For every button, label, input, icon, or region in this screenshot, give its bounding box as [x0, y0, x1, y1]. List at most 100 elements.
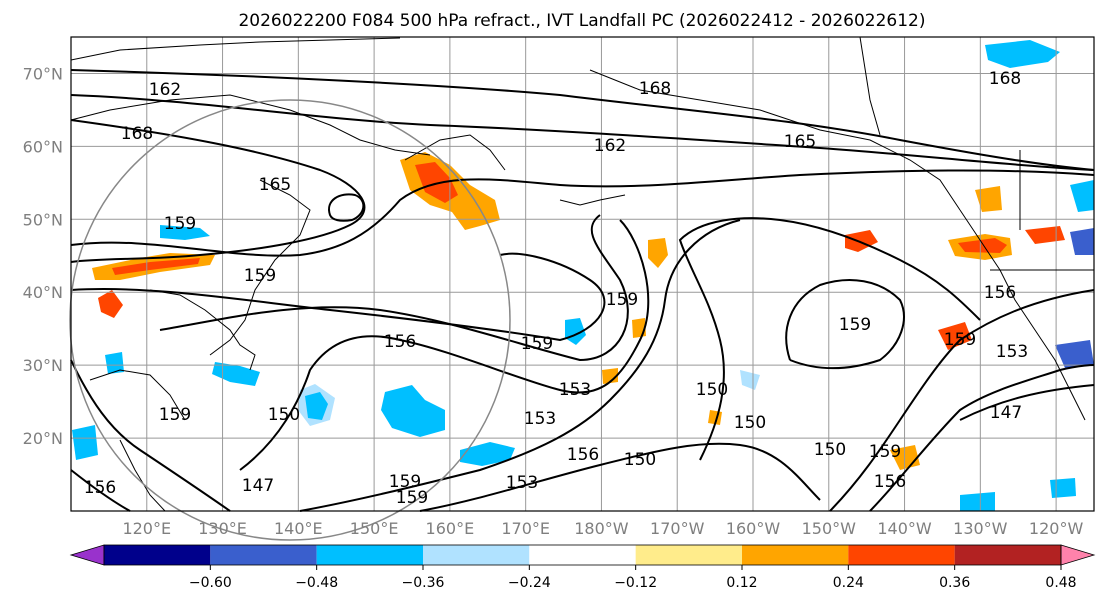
- colorbar-swatch: [954, 545, 1061, 565]
- colorbar-frame: [103, 544, 1062, 566]
- shade-patch: [1025, 226, 1065, 244]
- colorbar-swatch: [529, 545, 636, 565]
- contour-label: 150: [814, 440, 846, 460]
- shade-patch: [565, 318, 586, 345]
- contour-label: 153: [996, 342, 1028, 362]
- contour-label: 147: [990, 403, 1022, 423]
- refractivity-contours: [70, 69, 1095, 512]
- coastline: [404, 134, 506, 171]
- map-background: [71, 37, 1094, 511]
- contour-line: [869, 364, 1095, 512]
- shade-patch: [160, 225, 210, 240]
- colorbar-swatch: [104, 545, 211, 565]
- shade-patch: [648, 238, 668, 268]
- lon-tick-label: 130°E: [198, 519, 247, 538]
- contour-line: [159, 214, 629, 362]
- contour-label: 165: [259, 175, 291, 195]
- colorbar-tick-label: 0.12: [726, 575, 757, 591]
- contour-label: 162: [594, 136, 626, 156]
- contour-label: 168: [121, 124, 153, 144]
- lon-tick-label: 140°E: [274, 519, 323, 538]
- contour-label: 159: [869, 442, 901, 462]
- contour-label: 150: [268, 405, 300, 425]
- map-gridlines: [71, 37, 1094, 511]
- contour-label: 156: [984, 283, 1016, 303]
- lon-tick-label: 180°W: [574, 519, 629, 538]
- shade-patch: [960, 492, 995, 511]
- shade-patch: [740, 370, 760, 390]
- shade-patch: [845, 230, 878, 252]
- contour-label: 168: [639, 79, 671, 99]
- shade-patch: [1055, 340, 1094, 368]
- contour-line: [70, 119, 366, 263]
- lon-tick-label: 120°W: [1029, 519, 1084, 538]
- contour-label: 159: [389, 472, 421, 492]
- contour-label: 165: [784, 132, 816, 152]
- colorbar-tick-label: −0.48: [295, 575, 338, 591]
- lon-tick-label: 170°W: [650, 519, 705, 538]
- lat-tick-label: 70°N: [23, 64, 63, 83]
- contour-line: [70, 469, 131, 512]
- contour-line: [239, 219, 650, 471]
- coastline: [89, 369, 186, 421]
- shade-patch: [1070, 180, 1094, 212]
- longitude-tick-labels: 120°E 130°E 140°E 150°E 160°E 170°E 180°W 170°W…: [122, 519, 1083, 538]
- contour-line: [678, 217, 981, 461]
- contour-label: 159: [944, 330, 976, 350]
- lat-tick-label: 60°N: [23, 137, 63, 156]
- contour-label: 156: [384, 332, 416, 352]
- lat-tick-label: 40°N: [23, 283, 63, 302]
- colorbar-swatch: [635, 545, 742, 565]
- lon-tick-label: 140°W: [877, 519, 932, 538]
- shade-patch: [305, 392, 328, 420]
- contour-line: [70, 252, 606, 342]
- shade-patch: [958, 238, 1007, 253]
- colorbar-extend-high: [1060, 544, 1096, 566]
- lon-tick-label: 160°E: [426, 519, 475, 538]
- contour-label: 147: [242, 476, 274, 496]
- contour-label: 153: [506, 473, 538, 493]
- colorbar-swatch: [316, 545, 423, 565]
- shade-patch: [975, 186, 1002, 212]
- shade-patch: [460, 442, 515, 466]
- coastline: [589, 69, 961, 211]
- shade-patch: [985, 40, 1060, 68]
- lon-tick-label: 150°E: [350, 519, 399, 538]
- contour-labels: 162 168 165 159 159 156 159 150 147 159 …: [84, 69, 1028, 508]
- shade-patch: [1070, 228, 1094, 255]
- colorbar-tick-labels: −0.60 −0.48 −0.36 −0.24 −0.12 0.12 0.24 0.36 0.4…: [189, 565, 1077, 591]
- colorbar-tick-label: −0.12: [614, 575, 657, 591]
- coastlines: [70, 36, 1094, 512]
- contour-line: [959, 384, 1095, 421]
- contour-label: 150: [734, 413, 766, 433]
- shade-patch: [602, 368, 618, 384]
- colorbar: [69, 544, 1096, 566]
- colorbar-tick-label: 0.24: [833, 575, 864, 591]
- colorbar-swatch: [423, 545, 530, 565]
- shade-patch: [938, 322, 972, 350]
- colorbar-tick-label: 0.36: [939, 575, 970, 591]
- map-panel: 162 168 165 159 159 156 159 150 147 159 …: [69, 36, 1095, 541]
- coastline: [859, 36, 881, 136]
- landfall-region-circle: [69, 99, 511, 541]
- contour-line: [419, 442, 821, 512]
- contour-label: 159: [164, 214, 196, 234]
- coastline: [70, 37, 401, 61]
- colorbar-tick-label: −0.60: [189, 575, 232, 591]
- coastline: [149, 289, 256, 371]
- colorbar-extend-low: [69, 544, 105, 566]
- lon-tick-label: 120°E: [122, 519, 171, 538]
- latitude-tick-labels: 70°N 60°N 50°N 40°N 30°N 20°N: [23, 64, 63, 448]
- contour-label: 159: [606, 290, 638, 310]
- shade-patch: [105, 352, 124, 374]
- colorbar-tick-label: 0.48: [1045, 575, 1076, 591]
- map-frame: [70, 36, 1095, 512]
- coastline: [209, 179, 311, 356]
- colorbar-tick-label: −0.24: [508, 575, 551, 591]
- coastline: [959, 209, 1086, 421]
- contour-label: 168: [989, 69, 1021, 89]
- contour-label: 159: [396, 488, 428, 508]
- shade-patch: [72, 425, 98, 460]
- lon-tick-label: 170°E: [501, 519, 550, 538]
